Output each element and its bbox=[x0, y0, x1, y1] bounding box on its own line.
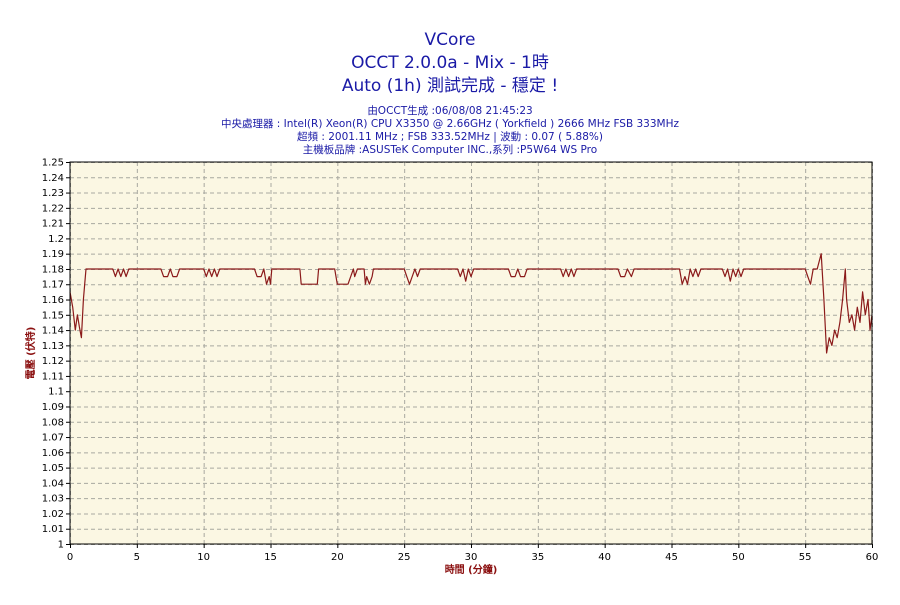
chart-subtitle-2: Auto (1h) 測試完成 - 穩定 ! bbox=[342, 76, 558, 96]
x-axis-ticks: 0 5 10 15 20 25 30 35 40 45 50 55 60 bbox=[67, 544, 879, 563]
y-tick-label: 1.09 bbox=[42, 402, 64, 413]
chart-title: VCore bbox=[425, 30, 476, 50]
info-line-motherboard: 主機板品牌 :ASUSTeK Computer INC.,系列 :P5W64 W… bbox=[303, 143, 597, 156]
x-tick-label: 55 bbox=[799, 552, 812, 563]
y-tick-label: 1.07 bbox=[42, 433, 64, 444]
grid-lines bbox=[70, 162, 873, 545]
y-tick-label: 1.1 bbox=[48, 387, 64, 398]
y-tick-label: 1.19 bbox=[42, 249, 64, 260]
x-tick-label: 35 bbox=[531, 552, 544, 563]
y-tick-label: 1.14 bbox=[42, 326, 64, 337]
x-tick-label: 60 bbox=[866, 552, 879, 563]
y-tick-label: 1.06 bbox=[42, 448, 64, 459]
y-tick-label: 1.21 bbox=[42, 219, 64, 230]
x-tick-label: 25 bbox=[398, 552, 411, 563]
y-tick-label: 1.12 bbox=[42, 356, 64, 367]
x-tick-label: 15 bbox=[264, 552, 277, 563]
y-tick-label: 1.24 bbox=[42, 173, 64, 184]
info-line-cpu: 中央處理器 : Intel(R) Xeon(R) CPU X3350 @ 2.6… bbox=[221, 117, 680, 130]
y-tick-label: 1.05 bbox=[42, 463, 64, 474]
y-axis-ticks: 1 1.01 1.02 1.03 1.04 1.05 1.06 1.07 1.08 1.09 1.1… bbox=[42, 158, 70, 551]
x-axis-label: 時間 (分鐘) bbox=[445, 563, 498, 576]
x-tick-label: 40 bbox=[598, 552, 611, 563]
info-line-generated: 由OCCT生成 :06/08/08 21:45:23 bbox=[367, 104, 532, 117]
series-group bbox=[69, 253, 873, 354]
x-tick-label: 30 bbox=[465, 552, 478, 563]
plot-frame bbox=[69, 161, 873, 545]
y-tick-label: 1.08 bbox=[42, 417, 64, 428]
y-tick-label: 1.22 bbox=[42, 203, 64, 214]
y-axis-label: 電壓 (伏特) bbox=[24, 327, 37, 380]
y-tick-label: 1.04 bbox=[42, 478, 64, 489]
y-tick-label: 1.01 bbox=[42, 524, 64, 535]
info-line-overclock: 超頻 : 2001.11 MHz ; FSB 333.52MHz | 波動 : … bbox=[297, 130, 603, 143]
x-tick-label: 45 bbox=[665, 552, 678, 563]
y-tick-label: 1.16 bbox=[42, 295, 64, 306]
x-tick-label: 0 bbox=[67, 552, 73, 563]
y-tick-label: 1.13 bbox=[42, 341, 64, 352]
y-tick-label: 1.23 bbox=[42, 188, 64, 199]
x-tick-label: 5 bbox=[134, 552, 140, 563]
x-tick-label: 20 bbox=[331, 552, 344, 563]
y-tick-label: 1.18 bbox=[42, 264, 64, 275]
y-tick-label: 1.25 bbox=[42, 158, 64, 169]
y-tick-label: 1 bbox=[58, 540, 64, 551]
y-tick-label: 1.17 bbox=[42, 280, 64, 291]
y-tick-label: 1.15 bbox=[42, 310, 64, 321]
y-tick-label: 1.02 bbox=[42, 509, 64, 520]
x-tick-label: 50 bbox=[732, 552, 745, 563]
x-tick-label: 10 bbox=[197, 552, 210, 563]
y-tick-label: 1.03 bbox=[42, 494, 64, 505]
y-tick-label: 1.2 bbox=[48, 234, 64, 245]
chart-header: VCore OCCT 2.0.0a - Mix - 1時 Auto (1h) 測… bbox=[221, 30, 680, 156]
y-tick-label: 1.11 bbox=[42, 371, 64, 382]
chart-subtitle-1: OCCT 2.0.0a - Mix - 1時 bbox=[351, 53, 549, 73]
series-line-vcore bbox=[69, 253, 873, 354]
